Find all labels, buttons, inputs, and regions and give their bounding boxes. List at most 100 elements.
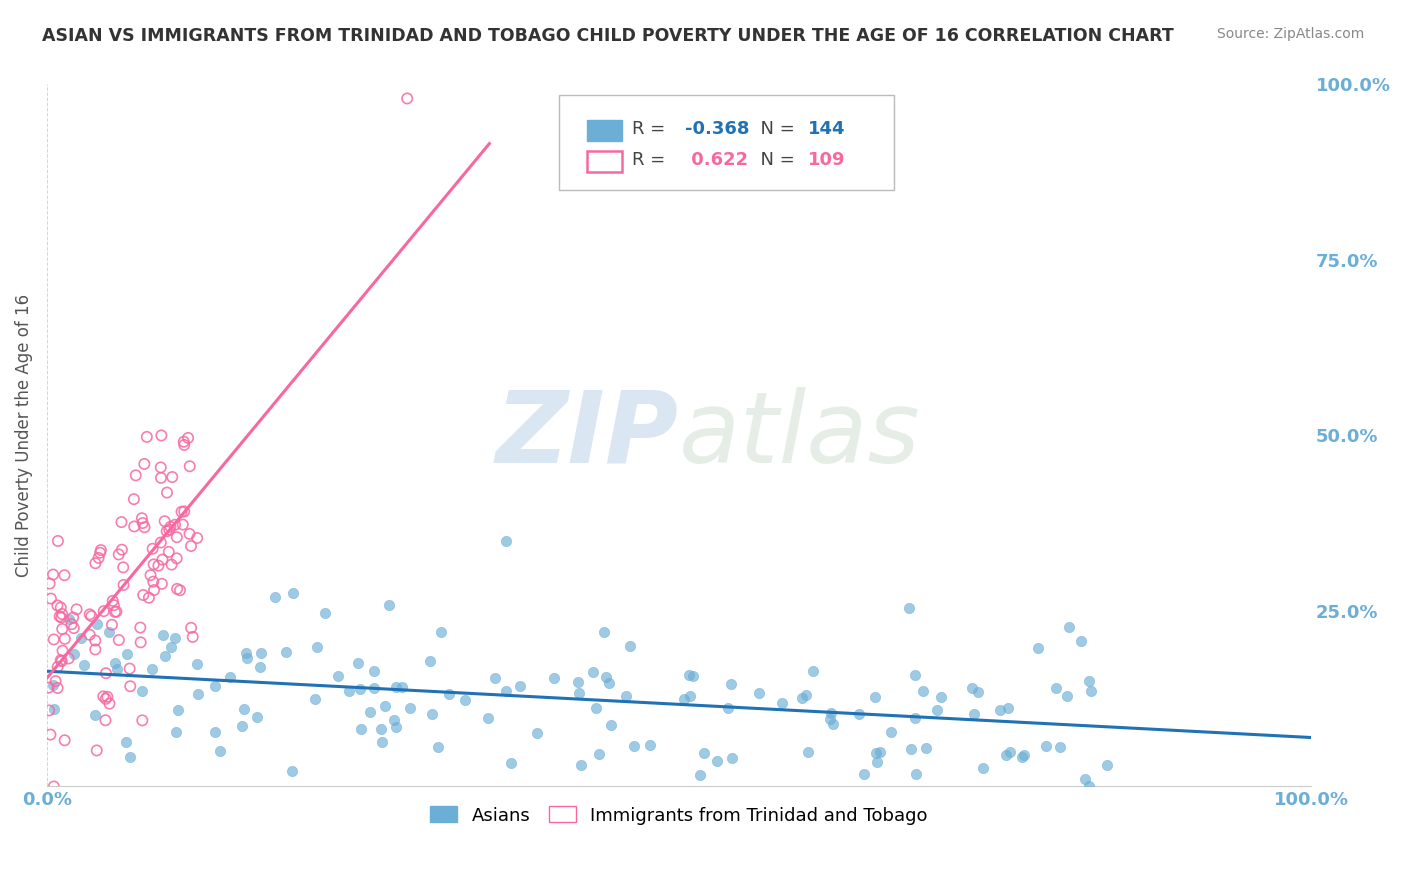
Point: [90, 543, 112, 558]
Point: [134, 520, 156, 534]
Point: [139, 568, 162, 582]
Point: [166, 530, 188, 544]
Point: [173, 438, 195, 452]
Point: [46, 533, 69, 548]
Point: [495, 684, 517, 698]
Point: [53, 568, 76, 582]
Point: [972, 761, 994, 775]
Point: [328, 669, 350, 683]
Point: [236, 651, 259, 665]
Point: [897, 600, 920, 615]
Point: [69, 631, 91, 645]
Point: [748, 685, 770, 699]
Point: [84, 642, 107, 657]
Point: [598, 676, 620, 690]
Point: [84, 556, 107, 570]
Point: [599, 718, 621, 732]
Text: N =: N =: [748, 120, 800, 137]
Point: [912, 684, 935, 698]
Point: [98, 697, 121, 711]
Point: [58, 612, 80, 626]
Point: [1012, 747, 1035, 762]
Point: [526, 726, 548, 740]
Point: [246, 710, 269, 724]
Point: [79, 628, 101, 642]
Text: 109: 109: [808, 151, 845, 169]
Point: [179, 459, 201, 474]
Point: [118, 749, 141, 764]
Point: [879, 725, 901, 739]
Point: [135, 430, 157, 444]
Point: [115, 647, 138, 661]
Point: [132, 588, 155, 602]
Point: [141, 662, 163, 676]
Point: [186, 657, 208, 671]
Point: [91, 690, 114, 704]
Text: 0.622: 0.622: [685, 151, 748, 169]
Point: [45, 674, 67, 689]
Point: [152, 628, 174, 642]
Point: [173, 434, 195, 449]
Point: [689, 768, 711, 782]
Point: [125, 468, 148, 483]
Point: [112, 560, 135, 574]
Point: [371, 734, 394, 748]
Point: [38, 576, 60, 591]
Point: [103, 599, 125, 613]
Point: [49, 653, 72, 667]
Point: [105, 661, 128, 675]
Point: [304, 692, 326, 706]
Point: [391, 680, 413, 694]
Point: [337, 683, 360, 698]
Point: [382, 713, 405, 727]
Point: [363, 681, 385, 696]
Point: [233, 702, 256, 716]
Point: [172, 517, 194, 532]
Point: [101, 617, 124, 632]
FancyBboxPatch shape: [560, 95, 894, 190]
Point: [998, 745, 1021, 759]
Text: -0.368: -0.368: [685, 120, 749, 137]
Point: [179, 527, 201, 541]
Point: [1057, 619, 1080, 633]
Point: [385, 720, 408, 734]
Point: [706, 754, 728, 768]
Point: [94, 666, 117, 681]
Point: [359, 705, 381, 719]
Point: [963, 707, 986, 722]
Point: [509, 679, 531, 693]
Point: [623, 739, 645, 753]
Point: [679, 689, 702, 703]
Point: [157, 545, 180, 559]
Point: [98, 624, 121, 639]
Point: [823, 716, 845, 731]
Point: [915, 740, 938, 755]
Point: [595, 670, 617, 684]
Point: [160, 558, 183, 572]
Point: [49, 600, 72, 615]
Point: [51, 643, 73, 657]
Point: [820, 712, 842, 726]
Point: [104, 657, 127, 671]
Point: [42, 678, 65, 692]
Point: [250, 646, 273, 660]
Point: [900, 742, 922, 756]
Point: [582, 665, 605, 680]
Point: [53, 733, 76, 747]
Text: atlas: atlas: [679, 387, 921, 484]
Point: [134, 457, 156, 471]
Point: [347, 657, 370, 671]
Point: [904, 767, 927, 781]
Point: [46, 659, 69, 673]
Point: [39, 591, 62, 606]
Point: [51, 654, 73, 668]
Point: [1035, 739, 1057, 753]
Point: [156, 485, 179, 500]
Point: [108, 633, 131, 648]
Point: [363, 664, 385, 678]
Point: [495, 533, 517, 548]
Point: [231, 719, 253, 733]
Point: [567, 674, 589, 689]
Point: [931, 690, 953, 705]
Point: [186, 531, 208, 545]
